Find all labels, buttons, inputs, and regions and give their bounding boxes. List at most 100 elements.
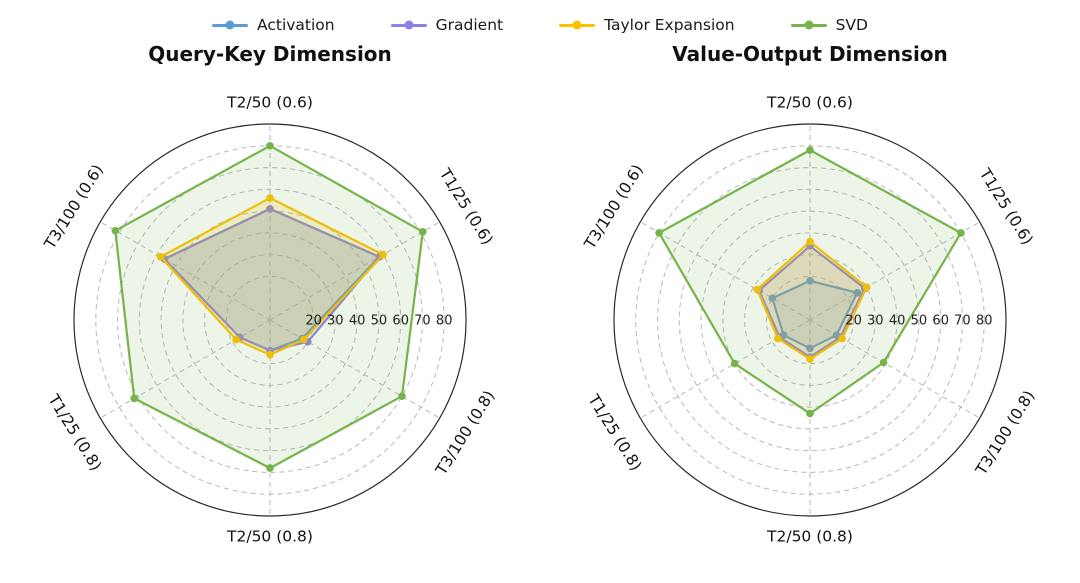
axis-spoke [269, 319, 440, 419]
grid-circle [765, 275, 855, 365]
axis-category-label: T2/50 (0.8) [766, 528, 853, 546]
chart-legend: Activation Gradient Taylor Expansion SVD [0, 0, 1080, 38]
radial-tick-label: 20 [845, 314, 862, 329]
series-marker-taylor-expansion [156, 253, 165, 261]
series-marker-activation [853, 289, 861, 297]
series-marker-taylor-expansion [806, 237, 814, 246]
series-marker-svd [419, 228, 427, 236]
series-marker-taylor-expansion [266, 351, 274, 359]
series-marker-activation [806, 277, 814, 285]
radial-tick-label: 30 [327, 314, 344, 329]
series-marker-svd [130, 394, 138, 403]
axis-spoke [100, 319, 271, 419]
grid-circle [722, 232, 898, 408]
radial-tick-label: 60 [392, 314, 409, 329]
series-marker-gradient [266, 205, 274, 213]
axis-category-label: T1/25 (0.8) [584, 391, 645, 474]
legend-item-taylor-expansion: Taylor Expansion [559, 16, 735, 34]
radial-tick-label: 80 [976, 314, 993, 329]
legend-dot [225, 20, 235, 30]
axis-category-label: T1/25 (0.6) [435, 165, 496, 248]
grid-circle [160, 210, 380, 430]
axis-spoke [640, 221, 811, 321]
series-marker-taylor-expansion [838, 334, 846, 343]
series-fill-svd [115, 145, 423, 469]
radial-tick-label: 20 [305, 314, 322, 329]
radial-tick-label: 50 [371, 314, 388, 329]
axis-category-label: T2/50 (0.6) [766, 94, 853, 112]
series-marker-svd [806, 146, 814, 154]
radial-tick-label: 40 [349, 314, 366, 329]
axis-spoke [809, 319, 980, 419]
series-marker-activation [806, 344, 814, 353]
series-marker-taylor-expansion [379, 250, 388, 259]
series-marker-taylor-expansion [753, 285, 761, 294]
chart-title-query-key: Query-Key Dimension [148, 42, 392, 66]
axis-category-label: T2/50 (0.8) [226, 528, 313, 546]
legend-label: Taylor Expansion [604, 16, 735, 34]
series-marker-svd [655, 229, 663, 237]
radar-chart-query-key: T2/50 (0.6) T1/25 (0.6) T3/100 (0.8) T2/50 … [40, 94, 499, 546]
grid-circle [117, 167, 423, 473]
legend-item-svd: SVD [790, 16, 868, 34]
series-marker-svd [111, 226, 120, 235]
radial-tick-label: 30 [867, 314, 884, 329]
grid-circle [657, 167, 963, 473]
legend-label: Gradient [435, 16, 504, 34]
radial-tick-label: 70 [954, 314, 971, 329]
chart-title-value-output: Value-Output Dimension [672, 42, 948, 66]
radar-chart-value-output: T2/50 (0.6) T1/25 (0.6) T3/100 (0.8) T2/50 … [580, 94, 1039, 546]
series-marker-taylor-expansion [266, 194, 274, 202]
legend-dot [404, 20, 414, 30]
outer-boundary-circle [73, 123, 467, 517]
series-marker-svd [806, 409, 814, 418]
series-marker-taylor-expansion [862, 283, 871, 292]
series-marker-activation [768, 294, 777, 302]
series-marker-taylor-expansion [806, 355, 814, 364]
series-marker-taylor-expansion [300, 335, 308, 344]
series-fill-taylor-expansion [160, 198, 384, 355]
radial-tick-label: 60 [932, 314, 949, 329]
chart-panel-value-output: Value-Output Dimension T2/50 (0.6) T1/25 … [540, 38, 1080, 573]
axis-category-label: T1/25 (0.8) [44, 391, 105, 474]
legend-line-marker [790, 20, 827, 30]
radial-tick-label: 70 [414, 314, 431, 329]
legend-dot [572, 20, 582, 30]
axis-category-label: T2/50 (0.6) [226, 94, 313, 112]
axis-spoke [100, 221, 271, 321]
radial-tick-label: 50 [911, 314, 928, 329]
chart-panel-query-key: Query-Key Dimension T2/50 (0.6) T1/25 (0.… [0, 38, 540, 573]
legend-line-marker [390, 20, 427, 30]
series-marker-svd [266, 464, 274, 472]
series-fill-gradient [759, 246, 865, 357]
series-marker-svd [879, 358, 888, 367]
series-marker-svd [398, 392, 406, 401]
outer-boundary-circle [613, 123, 1007, 517]
series-marker-svd [266, 142, 274, 150]
charts-row: Query-Key Dimension T2/50 (0.6) T1/25 (0.… [0, 38, 1080, 573]
grid-circle [700, 210, 920, 430]
axis-category-label: T3/100 (0.8) [972, 387, 1039, 479]
axis-spoke [809, 221, 980, 321]
legend-label: Activation [257, 16, 335, 34]
series-fill-activation [164, 208, 380, 351]
axis-category-label: T3/100 (0.8) [432, 387, 499, 479]
axis-spoke [269, 221, 440, 321]
series-fill-taylor-expansion [757, 241, 867, 360]
axis-category-label: T3/100 (0.6) [40, 161, 107, 253]
series-marker-taylor-expansion [232, 335, 240, 344]
legend-item-activation: Activation [212, 16, 335, 34]
legend-line-marker [212, 20, 249, 30]
radial-tick-label: 80 [436, 314, 453, 329]
legend-dot [804, 20, 814, 30]
series-marker-svd [730, 359, 739, 368]
legend-line-marker [559, 20, 596, 30]
axis-category-label: T1/25 (0.6) [975, 165, 1036, 248]
radial-tick-label: 40 [889, 314, 906, 329]
legend-label: SVD [835, 16, 868, 34]
axis-spoke [640, 319, 811, 419]
series-fill-svd [659, 150, 961, 414]
series-marker-svd [957, 229, 965, 237]
axis-category-label: T3/100 (0.6) [580, 161, 647, 253]
